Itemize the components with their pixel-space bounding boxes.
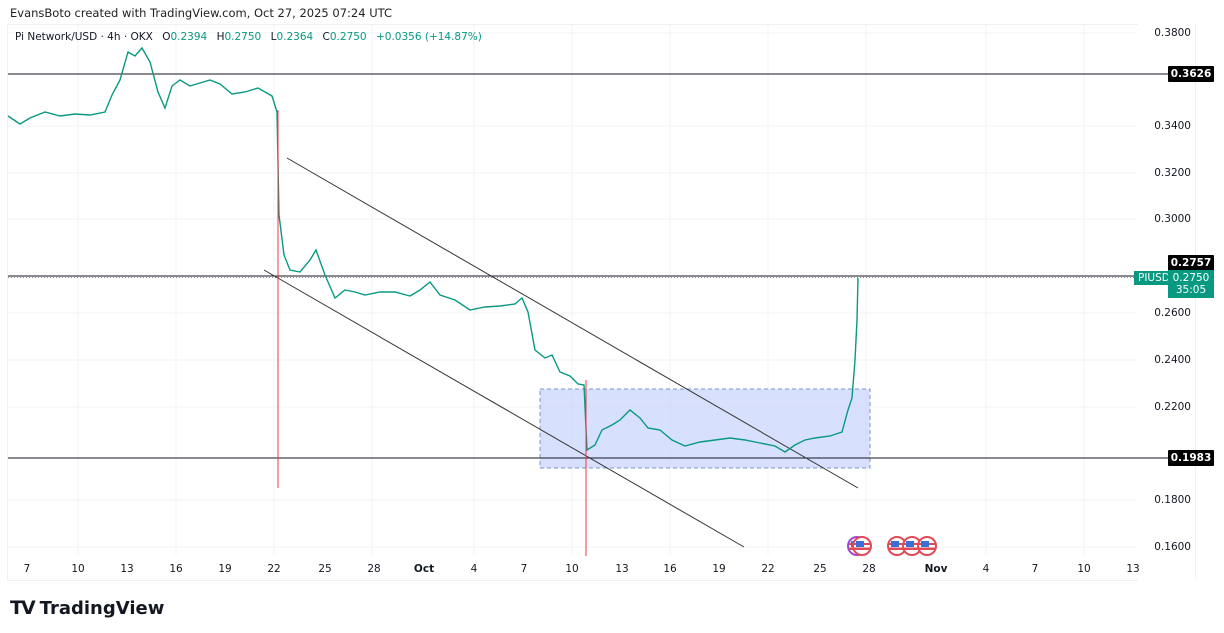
price-tick: 0.1600	[1154, 541, 1191, 553]
time-tick: 28	[367, 563, 381, 575]
time-tick: 7	[1031, 563, 1039, 575]
grid-lines	[8, 25, 1137, 555]
time-tick: 25	[318, 563, 332, 575]
time-tick: 22	[761, 563, 775, 575]
price-tick: 0.1800	[1154, 494, 1191, 506]
time-tick: 19	[712, 563, 726, 575]
us-flag-event-icon[interactable]	[917, 536, 937, 556]
change-value: +0.0356 (+14.87%)	[375, 31, 482, 43]
channel-upper-line	[286, 157, 859, 489]
price-path	[7, 46, 859, 453]
time-tick: 7	[23, 563, 31, 575]
tradingview-mark-icon: TV	[10, 597, 36, 619]
current-price-label: 0.2750 35:05	[1168, 270, 1214, 298]
us-flag-event-icon[interactable]	[852, 536, 872, 556]
channel-lower-line	[263, 269, 745, 548]
time-tick: 10	[71, 563, 85, 575]
chart-pane[interactable]	[7, 24, 1138, 581]
time-tick: 16	[663, 563, 677, 575]
time-tick: 19	[218, 563, 232, 575]
ohlc-legend: Pi Network/USD · 4h · OKX O0.2394 H0.275…	[15, 31, 482, 43]
price-tick: 0.3000	[1154, 213, 1191, 225]
current-price: 0.2750	[1172, 272, 1210, 284]
time-tick: 10	[565, 563, 579, 575]
time-tick: 28	[862, 563, 876, 575]
price-tick: 0.2600	[1154, 307, 1191, 319]
open-value: 0.2394	[170, 31, 208, 43]
time-tick: 16	[169, 563, 183, 575]
time-tick: 4	[982, 563, 990, 575]
attribution: EvansBoto created with TradingView.com, …	[10, 6, 392, 20]
time-tick: 22	[267, 563, 281, 575]
time-tick-month: Nov	[924, 563, 948, 575]
time-tick: 13	[1126, 563, 1140, 575]
price-tick: 0.3200	[1154, 167, 1191, 179]
time-tick: 4	[470, 563, 478, 575]
symbol-title[interactable]: Pi Network/USD · 4h · OKX	[15, 31, 153, 43]
time-tick: 25	[813, 563, 827, 575]
time-tick: 10	[1077, 563, 1091, 575]
symbol-tag: PIUSD	[1134, 271, 1174, 285]
brand-name: TradingView	[39, 597, 165, 619]
consolidation-box	[539, 388, 871, 469]
close-value: 0.2750	[329, 31, 367, 43]
price-tick: 0.3400	[1154, 120, 1191, 132]
time-tick: 13	[120, 563, 134, 575]
low-value: 0.2364	[276, 31, 314, 43]
price-tick: 0.2400	[1154, 354, 1191, 366]
resistance-price-label: 0.3626	[1168, 66, 1214, 82]
breakout-price-label: 0.2757	[1168, 255, 1214, 271]
support-price-label: 0.1983	[1168, 450, 1214, 466]
tradingview-logo[interactable]: TV TradingView	[10, 597, 164, 619]
time-tick-month: Oct	[413, 563, 435, 575]
price-tick: 0.3800	[1154, 27, 1191, 39]
time-tick: 13	[615, 563, 629, 575]
bar-countdown: 35:05	[1175, 284, 1207, 296]
price-axis[interactable]	[1137, 24, 1196, 579]
price-tick: 0.2200	[1154, 401, 1191, 413]
time-tick: 7	[520, 563, 528, 575]
high-value: 0.2750	[224, 31, 262, 43]
